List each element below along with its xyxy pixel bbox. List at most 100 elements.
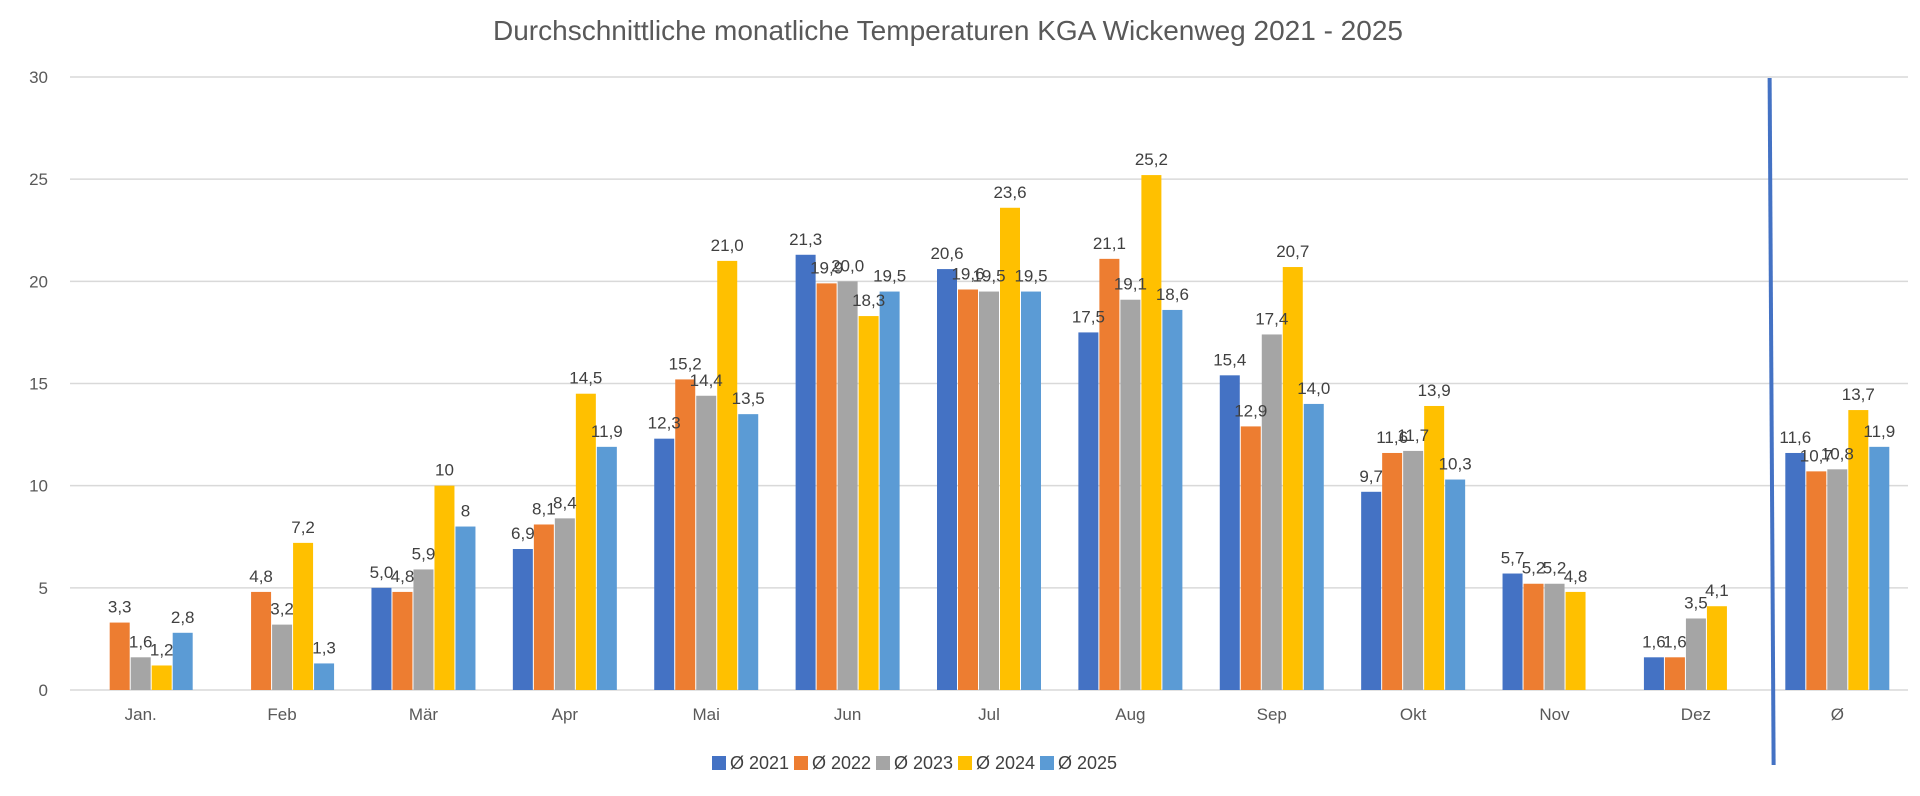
legend-label: Ø 2023	[894, 753, 953, 773]
bar	[1869, 446, 1890, 690]
data-label: 11,9	[591, 422, 623, 441]
bar	[1424, 405, 1445, 690]
legend-item: Ø 2022	[794, 753, 871, 773]
bar	[1099, 258, 1120, 690]
bar	[958, 289, 978, 690]
bar	[654, 438, 675, 690]
data-label: 15,2	[669, 354, 702, 373]
bar	[413, 569, 434, 690]
data-label: 19,1	[1114, 275, 1147, 294]
data-labels: 3,31,61,22,84,83,27,21,35,04,85,91086,98…	[108, 150, 1895, 659]
bar	[533, 524, 554, 690]
data-label: 17,4	[1255, 309, 1288, 328]
bar	[371, 587, 392, 690]
x-tick-label: Jan.	[125, 705, 157, 724]
data-label: 19,5	[972, 267, 1005, 286]
data-label: 15,4	[1213, 350, 1246, 369]
x-tick-label: Dez	[1681, 705, 1711, 724]
bar	[1219, 375, 1240, 690]
y-tick-label: 10	[29, 477, 48, 496]
data-label: 6,9	[511, 524, 535, 543]
bar	[1827, 469, 1848, 690]
x-tick-label: Okt	[1400, 705, 1427, 724]
data-label: 10	[435, 461, 454, 480]
data-label: 1,2	[150, 640, 174, 659]
legend-swatch	[958, 756, 972, 770]
data-label: 20,6	[930, 244, 963, 263]
legend-label: Ø 2022	[812, 753, 871, 773]
data-label: 5,9	[412, 544, 436, 563]
data-label: 12,9	[1234, 401, 1267, 420]
bar	[1685, 618, 1706, 690]
data-label: 1,6	[1663, 632, 1687, 651]
data-label: 13,5	[732, 389, 765, 408]
bar	[1240, 426, 1261, 690]
bar	[1162, 309, 1183, 690]
data-label: 14,0	[1297, 379, 1330, 398]
bar	[1382, 452, 1403, 690]
bar	[1403, 450, 1424, 690]
data-label: 18,3	[852, 291, 885, 310]
bar	[1785, 452, 1806, 690]
x-axis: Jan. Feb Mär Apr Mai Jun Jul Aug Sep Okt Nov Dez Ø	[125, 705, 1844, 724]
bar	[979, 291, 999, 690]
legend-label: Ø 2024	[976, 753, 1035, 773]
data-label: 5,2	[1522, 559, 1546, 578]
bar	[1282, 267, 1303, 690]
bar	[1523, 583, 1544, 690]
bar	[434, 485, 455, 690]
bar	[272, 624, 293, 690]
data-label: 9,7	[1359, 467, 1383, 486]
x-tick-label: Apr	[552, 705, 579, 724]
data-label: 3,3	[108, 598, 132, 617]
data-label: 8,1	[532, 499, 556, 518]
bar	[738, 414, 759, 690]
bar	[109, 622, 130, 690]
average-separator	[1767, 77, 1776, 766]
bar	[151, 665, 172, 690]
data-label: 14,5	[569, 369, 602, 388]
legend-item: Ø 2024	[958, 753, 1035, 773]
data-label: 8	[461, 502, 470, 521]
data-label: 5,0	[370, 563, 394, 582]
x-tick-label: Ø	[1831, 705, 1844, 724]
bar	[1000, 207, 1020, 691]
bar	[1021, 291, 1041, 690]
bar	[251, 591, 272, 690]
bar	[512, 549, 533, 690]
data-label: 11,7	[1397, 426, 1429, 445]
data-label: 11,6	[1779, 428, 1811, 447]
bar	[717, 260, 738, 690]
data-label: 19,5	[1014, 267, 1047, 286]
data-label: 10,3	[1439, 455, 1472, 474]
data-label: 5,7	[1501, 549, 1525, 568]
data-label: 3,2	[270, 600, 294, 619]
bar	[1706, 606, 1727, 690]
bar	[1502, 573, 1523, 690]
bar	[858, 316, 879, 690]
x-tick-label: Nov	[1539, 705, 1570, 724]
bar	[554, 518, 575, 690]
bar	[795, 254, 816, 690]
data-label: 13,9	[1418, 381, 1451, 400]
legend-swatch	[712, 756, 726, 770]
bar	[696, 395, 717, 690]
y-tick-label: 5	[39, 579, 48, 598]
bar	[675, 379, 696, 690]
data-label: 4,8	[391, 567, 415, 586]
data-label: 10,8	[1821, 444, 1854, 463]
bar	[1361, 491, 1382, 690]
y-tick-label: 25	[29, 170, 48, 189]
legend-item: Ø 2023	[876, 753, 953, 773]
data-label: 19,9	[810, 258, 843, 277]
data-label: 12,3	[648, 414, 681, 433]
bar	[1565, 591, 1586, 690]
bar	[837, 281, 858, 690]
bar	[1078, 332, 1099, 690]
bar	[1120, 299, 1141, 690]
legend-item: Ø 2025	[1040, 753, 1117, 773]
y-axis: 0 5 10 15 20 25 30	[29, 68, 48, 700]
data-label: 14,4	[690, 371, 723, 390]
data-label: 4,1	[1705, 581, 1729, 600]
